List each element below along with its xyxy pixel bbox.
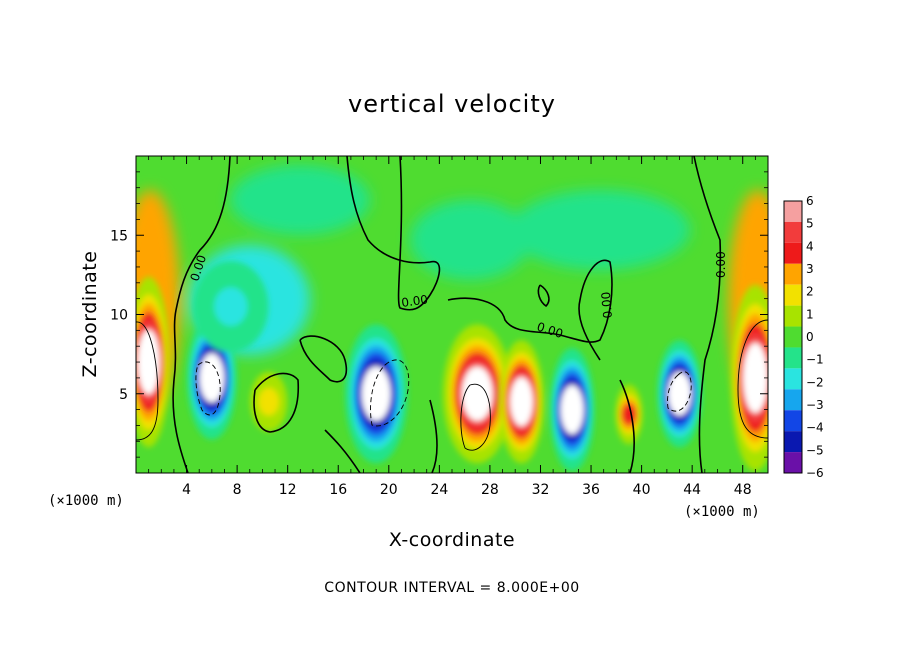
colorbar-swatch <box>784 389 802 411</box>
x-tick-label: 32 <box>532 482 550 498</box>
y-axis-label: Z-coordinate <box>79 251 101 378</box>
colorbar-swatch <box>784 368 802 390</box>
x-axis: 4 8 12 16 20 24 28 32 36 40 44 48 <box>148 156 756 498</box>
velocity-cell-level <box>564 397 580 422</box>
contour-zero-6 <box>253 372 300 433</box>
velocity-cells <box>136 260 768 472</box>
contour-inner-28 <box>460 383 491 451</box>
y-tick-label: 5 <box>119 387 128 403</box>
velocity-cell-level <box>258 387 279 416</box>
colorbar-swatch <box>784 347 802 369</box>
velocity-cell-level <box>513 389 530 414</box>
colorbar-swatch <box>784 305 802 327</box>
colorbar-swatch <box>784 410 802 432</box>
zero-contours <box>172 156 722 473</box>
colorbar-swatch <box>784 221 802 243</box>
velocity-cell-level <box>747 362 764 394</box>
plot-area: 0.00 0.00 0.00 0.00 0.00 <box>136 156 768 473</box>
colorbar-label: 2 <box>806 285 814 299</box>
colorbar-label: −4 <box>806 421 824 435</box>
contour-label: 0.00 <box>714 251 728 278</box>
contour-label: 0.00 <box>400 292 428 310</box>
colorbar-swatch <box>784 452 802 473</box>
colorbar-swatch <box>784 431 802 453</box>
contour-zero-10 <box>537 284 550 308</box>
colorbar-label: −6 <box>806 466 824 480</box>
y-tick-label: 15 <box>110 228 128 244</box>
colorbar-swatch <box>784 326 802 348</box>
contour-zero-4 <box>693 156 722 473</box>
x-tick-label: 12 <box>279 482 297 498</box>
contour-dash-20 <box>370 359 410 427</box>
x-axis-label: X-coordinate <box>389 529 515 551</box>
colorbar-label: 6 <box>806 194 814 208</box>
velocity-cell-level <box>140 347 157 377</box>
contour-inner-right <box>737 319 768 439</box>
contour-zero-1 <box>172 156 231 473</box>
field-blob-upper-green-c <box>230 165 370 235</box>
chart-title: vertical velocity <box>348 90 556 118</box>
colorbar-frame <box>783 200 803 474</box>
colorbar-swatch <box>784 284 802 306</box>
contour-zero-7 <box>324 429 361 473</box>
x-tick-label: 24 <box>430 482 448 498</box>
velocity-cell-level <box>203 365 220 391</box>
colorbar-label: 0 <box>806 330 814 344</box>
colorbar-label: 4 <box>806 239 814 253</box>
colorbar-label: 3 <box>806 262 814 276</box>
contour-interval-note: CONTOUR INTERVAL = 8.000E+00 <box>324 580 579 596</box>
x-unit-label-left: (×1000 m) <box>48 493 124 509</box>
inner-dashed-contours <box>195 359 692 427</box>
colorbar-swatch <box>784 263 802 285</box>
field-blob-upper-green-b <box>510 190 690 270</box>
contour-dash-44 <box>667 371 692 412</box>
x-tick-label: 20 <box>380 482 398 498</box>
x-tick-label: 44 <box>683 482 701 498</box>
contour-zero-5 <box>299 335 348 383</box>
contour-zero-3 <box>447 259 613 361</box>
x-tick-label: 36 <box>582 482 600 498</box>
colorbar: 6 5 4 3 2 1 0 −1 −2 −3 −4 −5 −6 <box>783 194 824 480</box>
y-tick-label: 10 <box>110 308 128 324</box>
x-tick-label: 4 <box>182 482 191 498</box>
contour-zero-2 <box>346 156 441 311</box>
contour-inner-left <box>136 321 159 441</box>
velocity-cell-level <box>367 380 385 407</box>
colorbar-label: 5 <box>806 217 814 231</box>
colorbar-label: −5 <box>806 443 824 457</box>
contour-zero-9 <box>619 379 635 473</box>
x-unit-label-right: (×1000 m) <box>684 504 760 520</box>
contour-label: 0.00 <box>599 291 615 319</box>
field-blob-upper-green-a <box>410 200 530 280</box>
velocity-cell-level <box>214 287 248 326</box>
inner-contours <box>136 319 768 451</box>
velocity-cell-level <box>671 382 688 406</box>
x-tick-label: 40 <box>633 482 651 498</box>
x-tick-label: 8 <box>233 482 242 498</box>
colorbar-swatch <box>784 242 802 264</box>
x-tick-label: 48 <box>734 482 752 498</box>
colorbar-label: −2 <box>806 375 824 389</box>
colorbar-label: −3 <box>806 398 824 412</box>
colorbar-swatch <box>784 201 802 222</box>
colorbar-label: −1 <box>806 353 824 367</box>
contour-dash-6 <box>195 361 221 416</box>
x-tick-label: 28 <box>481 482 499 498</box>
x-tick-label: 16 <box>329 482 347 498</box>
contour-zero-8 <box>429 399 438 473</box>
colorbar-label: 1 <box>806 307 814 321</box>
y-axis: 5 10 15 <box>110 171 768 458</box>
